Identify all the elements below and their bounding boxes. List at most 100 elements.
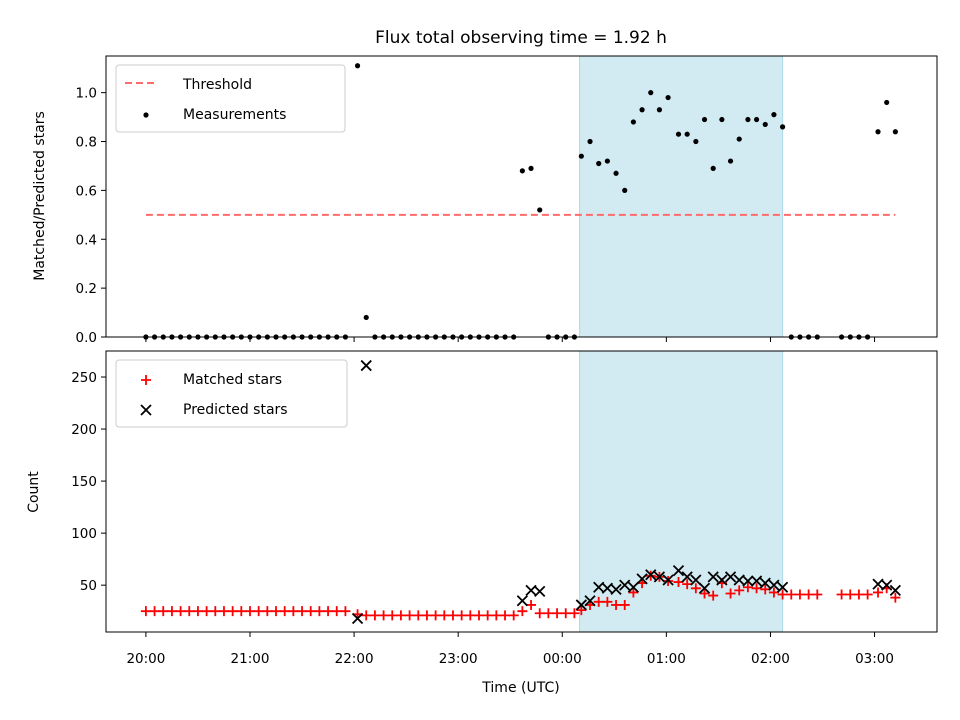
predicted-star-point <box>360 359 372 372</box>
predicted-star-point <box>776 581 789 593</box>
matched-star-point <box>473 610 484 621</box>
x-tick-label: 22:00 <box>335 651 374 667</box>
measurement-point <box>884 99 890 106</box>
matched-star-point <box>140 606 151 617</box>
matched-star-point <box>853 589 864 600</box>
predicted-star-point <box>662 574 674 586</box>
matched-star-point <box>166 606 177 617</box>
predicted-star-point <box>881 579 893 591</box>
legend-measurement-swatch <box>143 112 149 118</box>
matched-star-point <box>500 610 511 621</box>
y-tick-label: 200 <box>71 422 97 438</box>
measurement-point <box>719 116 725 123</box>
predicted-star-point <box>516 595 529 607</box>
measurement-point <box>363 314 369 321</box>
matched-star-point <box>236 606 247 617</box>
measurement-point <box>701 116 708 123</box>
measurement-point <box>354 63 361 69</box>
predicted-star-point <box>889 584 901 597</box>
matched-star-point <box>862 589 873 600</box>
matched-star-point <box>430 610 441 621</box>
series-predicted-stars <box>351 359 901 625</box>
predicted-star-point <box>716 574 728 586</box>
matched-star-point <box>404 610 415 621</box>
series-measurements <box>143 63 898 340</box>
predicted-star-point <box>724 571 737 583</box>
measurement-point <box>587 138 593 145</box>
y-tick-label: 0.0 <box>76 330 97 346</box>
predicted-star-point <box>584 595 596 607</box>
predicted-star-point <box>534 585 546 598</box>
matched-star-point <box>175 606 186 617</box>
matched-star-point <box>552 608 563 619</box>
x-axis-label: Time (UTC) <box>481 680 559 696</box>
matched-star-point <box>777 589 788 600</box>
matched-star-point <box>387 610 398 621</box>
matched-star-point <box>873 587 884 598</box>
matched-star-point <box>845 589 856 600</box>
matched-star-point <box>794 589 805 600</box>
matched-star-point <box>742 582 753 593</box>
measurement-point <box>875 129 881 135</box>
y-tick-label: 0.4 <box>76 232 97 248</box>
predicted-star-point <box>681 571 693 583</box>
predicted-star-point <box>750 575 763 587</box>
predicted-star-point <box>759 577 771 589</box>
x-tick-label: 00:00 <box>543 651 582 667</box>
matched-star-point <box>218 606 229 617</box>
predicted-star-point <box>698 582 711 594</box>
y-tick-label: 50 <box>80 578 97 594</box>
matched-star-point <box>602 596 613 607</box>
matched-star-point <box>690 583 701 594</box>
measurement-point <box>648 90 654 96</box>
matched-star-point <box>244 606 255 617</box>
y-tick-label: 1.0 <box>76 86 97 102</box>
predicted-star-point <box>653 571 666 583</box>
measurement-point <box>710 165 716 171</box>
matched-star-point <box>361 610 372 621</box>
matched-star-point <box>253 606 264 617</box>
measurement-point <box>665 94 671 101</box>
measurement-point <box>779 124 786 130</box>
legend: Matched stars Predicted stars <box>115 359 348 428</box>
measurement-point <box>684 131 690 137</box>
legend-label: Matched stars <box>183 372 282 388</box>
legend-box <box>115 359 348 428</box>
matched-star-point <box>482 610 493 621</box>
matched-star-point <box>158 606 169 617</box>
predicted-star-point <box>742 575 754 587</box>
matched-star-point <box>751 583 762 594</box>
top-y-axis-label: Matched/Predicted stars <box>32 111 48 281</box>
matched-star-point <box>734 585 745 596</box>
matched-star-point <box>413 610 424 621</box>
matched-star-point <box>465 610 476 621</box>
matched-star-point <box>517 606 528 617</box>
legend-label: Threshold <box>182 77 252 93</box>
y-tick-label: 100 <box>71 526 97 542</box>
matched-star-point <box>491 610 502 621</box>
matched-star-point <box>369 610 380 621</box>
matched-star-point <box>184 606 195 617</box>
measurement-point <box>596 160 602 167</box>
matched-star-point <box>323 606 334 617</box>
predicted-star-point <box>351 612 364 625</box>
matched-star-point <box>569 608 580 619</box>
legend-matched-swatch <box>141 375 151 385</box>
bottom-y-axis-label: Count <box>26 471 42 513</box>
x-tick-label: 23:00 <box>439 651 478 667</box>
matched-star-point <box>576 605 587 616</box>
y-tick-label: 250 <box>71 370 97 386</box>
measurement-point <box>604 158 610 164</box>
measurement-point <box>736 136 742 142</box>
measurement-point <box>771 112 777 118</box>
predicted-star-point <box>768 579 780 591</box>
measurement-point <box>675 131 682 137</box>
matched-star-point <box>768 587 779 598</box>
matched-star-point <box>628 587 639 598</box>
matched-star-point <box>534 608 545 619</box>
legend-predicted-swatch <box>140 404 152 416</box>
x-tick-label: 20:00 <box>126 651 165 667</box>
predicted-star-point <box>690 574 702 586</box>
predicted-star-point <box>627 581 640 593</box>
